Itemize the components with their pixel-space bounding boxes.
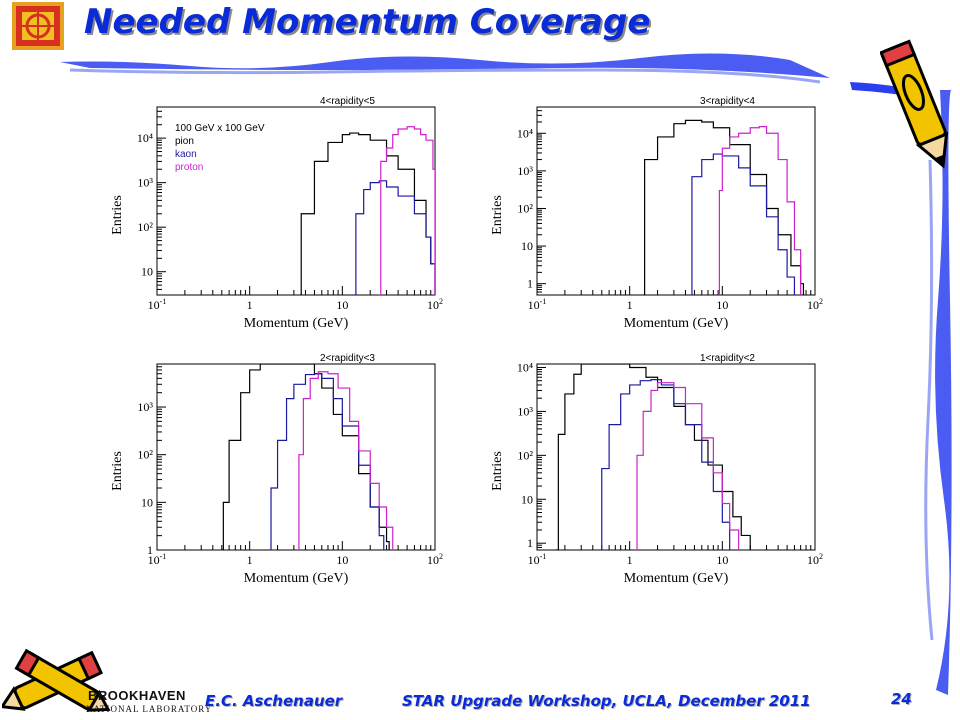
y-tick-label: 10³	[517, 404, 533, 418]
top-swoosh-shadow	[69, 68, 821, 84]
y-tick-label: 10³	[137, 400, 153, 414]
histogram-panel-3: 10-1 1 10 10211010²10³2<rapidity<3Momentum …	[110, 353, 443, 586]
x-tick-label: 1	[247, 553, 253, 567]
y-tick-label: 10	[521, 492, 533, 506]
y-axis-label: Entries	[110, 451, 125, 491]
series-pion	[555, 364, 751, 550]
series-pion	[221, 364, 390, 550]
panel-title: 3<rapidity<4	[700, 96, 755, 107]
logo-icon	[12, 2, 64, 50]
x-tick-label: 1	[627, 553, 633, 567]
y-tick-label: 10²	[517, 448, 533, 462]
footer-author: E.C. Aschenauer	[205, 692, 343, 710]
x-tick-label: 10	[336, 553, 348, 567]
x-tick-label: 102	[807, 552, 823, 567]
x-tick-label: 10-1	[148, 297, 167, 312]
pencils-icon	[2, 648, 111, 712]
x-tick-label: 1	[247, 298, 253, 312]
x-tick-label: 102	[427, 552, 443, 567]
x-axis-label: Momentum (GeV)	[624, 571, 729, 586]
y-tick-label: 10	[141, 495, 153, 509]
y-axis-label: Entries	[110, 195, 125, 235]
lab-subtitle: NATIONAL LABORATORY	[86, 704, 213, 714]
series-kaon	[600, 378, 731, 550]
footer-event: STAR Upgrade Workshop, UCLA, December 20…	[402, 692, 811, 710]
x-tick-label: 10-1	[528, 297, 547, 312]
x-tick-label: 1	[627, 298, 633, 312]
legend-entry-kaon: kaon	[175, 149, 197, 160]
panel-title: 2<rapidity<3	[320, 353, 375, 364]
legend-entry-proton: proton	[175, 162, 203, 173]
y-tick-label: 10⁴	[137, 131, 153, 145]
page-number: 24	[891, 690, 912, 708]
x-tick-label: 10-1	[528, 552, 547, 567]
lab-name: BROOKHAVEN	[88, 688, 186, 703]
y-tick-label: 10²	[137, 448, 153, 462]
x-tick-label: 10	[716, 553, 728, 567]
right-swoosh-shadow	[924, 159, 934, 641]
x-axis-label: Momentum (GeV)	[244, 571, 349, 586]
series-kaon	[268, 373, 385, 550]
y-tick-label: 1	[527, 536, 533, 550]
y-axis-label: Entries	[490, 451, 505, 491]
series-pion	[643, 119, 805, 295]
y-tick-label: 10³	[517, 164, 533, 178]
histogram-panel-2: 10-1 1 10 102 1 10 10² 10³ 10⁴ 3<rapidity<4 Moment…	[490, 96, 823, 331]
x-tick-label: 102	[807, 297, 823, 312]
y-tick-label: 10⁴	[517, 126, 533, 140]
y-axis-label: Entries	[490, 195, 505, 235]
y-tick-label: 10²	[517, 201, 533, 215]
histogram-panel-1: 10-1 1 10 102 10 10² 10³ 10⁴ 4<rapidity<5 Momentu…	[110, 96, 443, 331]
pencil-icon	[880, 39, 949, 169]
right-swoosh	[935, 89, 952, 696]
x-axis-label: Momentum (GeV)	[244, 316, 349, 331]
legend-header: 100 GeV x 100 GeV	[175, 123, 265, 134]
y-tick-label: 1	[147, 543, 153, 557]
series-kaon	[352, 180, 435, 295]
panel-title: 1<rapidity<2	[700, 353, 755, 364]
panel-title: 4<rapidity<5	[320, 96, 375, 107]
series-proton	[297, 371, 394, 550]
series-proton	[718, 126, 802, 295]
legend-entry-pion: pion	[175, 136, 194, 147]
plot-frame	[536, 106, 816, 296]
y-tick-label: 10	[141, 265, 153, 279]
slide-title: Needed Momentum Coverage	[84, 2, 651, 42]
y-tick-label: 10²	[137, 220, 153, 234]
plot-frame	[536, 363, 816, 551]
series-proton	[635, 382, 740, 550]
y-tick-label: 10³	[137, 176, 153, 190]
top-swoosh	[60, 53, 830, 78]
y-tick-label: 1	[527, 277, 533, 291]
x-tick-label: 10	[336, 298, 348, 312]
y-tick-label: 10⁴	[517, 360, 533, 374]
series-kaon	[690, 153, 796, 295]
x-tick-label: 10	[716, 298, 728, 312]
plot-frame	[156, 363, 436, 551]
x-axis-label: Momentum (GeV)	[624, 316, 729, 331]
histogram-panel-4: 10-1 1 10 102 1 10 10² 10³ 10⁴ 1<rapidity<2 Moment…	[490, 353, 823, 586]
series-proton	[379, 126, 435, 295]
x-tick-label: 102	[427, 297, 443, 312]
y-tick-label: 10	[521, 239, 533, 253]
